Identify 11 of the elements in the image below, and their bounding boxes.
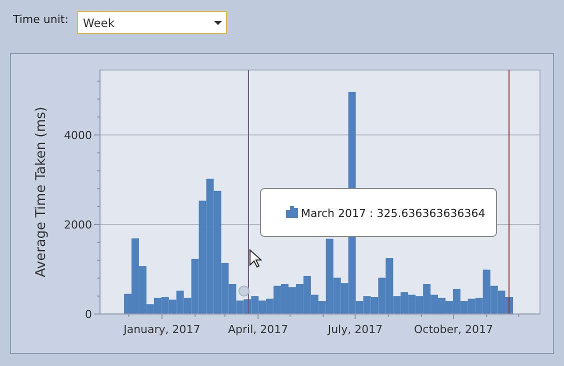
y-tick-label: 2000 [64, 218, 92, 232]
y-tick-label: 4000 [64, 128, 92, 142]
x-tick-label: October, 2017 [414, 323, 494, 336]
x-tick-label: April, 2017 [228, 323, 288, 336]
x-tick-label: July, 2017 [326, 323, 383, 336]
y-axis-title: Average Time Taken (ms) [33, 106, 49, 278]
x-tick-label: January, 2017 [122, 323, 200, 336]
text: Time unit: [12, 13, 68, 26]
annotation: March 2017 : 325.636363636364 [301, 207, 486, 220]
text: Week [83, 16, 115, 30]
y-tick-label: 0 [85, 308, 92, 321]
